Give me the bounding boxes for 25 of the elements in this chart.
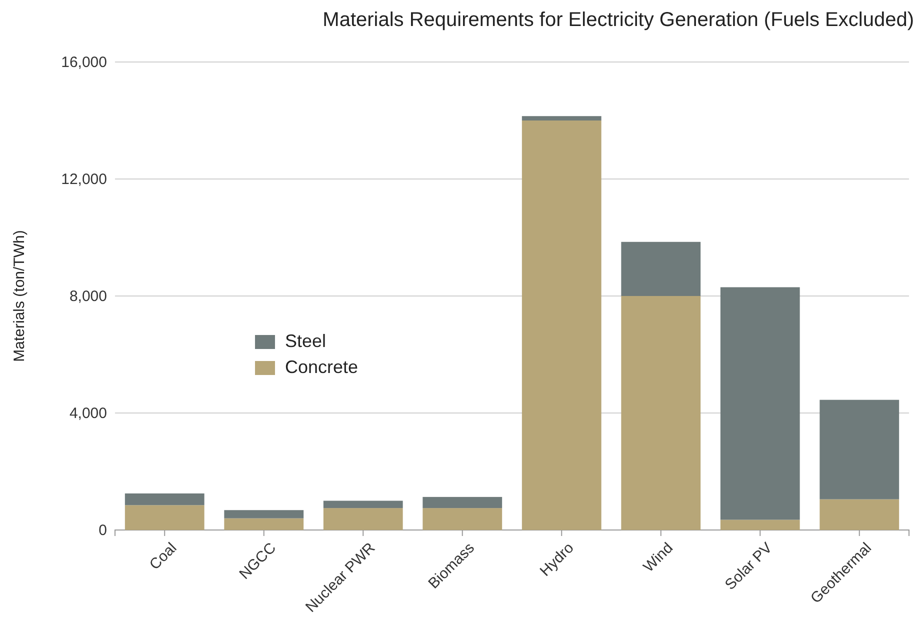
y-axis-title: Materials (ton/TWh) (11, 230, 28, 362)
bar (522, 120, 602, 530)
bar (323, 508, 403, 530)
bar (224, 518, 304, 530)
y-tick-label: 8,000 (69, 288, 107, 305)
y-tick-label: 16,000 (61, 54, 107, 71)
bar (621, 242, 701, 296)
bar (323, 500, 403, 508)
y-tick-label: 12,000 (61, 170, 107, 188)
bar (422, 508, 502, 530)
bar (124, 505, 204, 530)
bar (820, 499, 900, 530)
bar (820, 400, 900, 500)
y-tick-label: 0 (98, 522, 107, 539)
chart-title: Materials Requirements for Electricity Generation (Fuels Excluded) (322, 9, 914, 31)
bar (124, 493, 204, 506)
y-tick-label: 4,000 (69, 404, 107, 422)
legend-label: Concrete (285, 357, 358, 377)
bar (422, 496, 502, 508)
bar (522, 116, 602, 120)
bar (621, 296, 701, 530)
legend-label: Steel (285, 331, 326, 351)
bar (720, 520, 800, 530)
bar (720, 287, 800, 520)
bar (224, 510, 304, 518)
